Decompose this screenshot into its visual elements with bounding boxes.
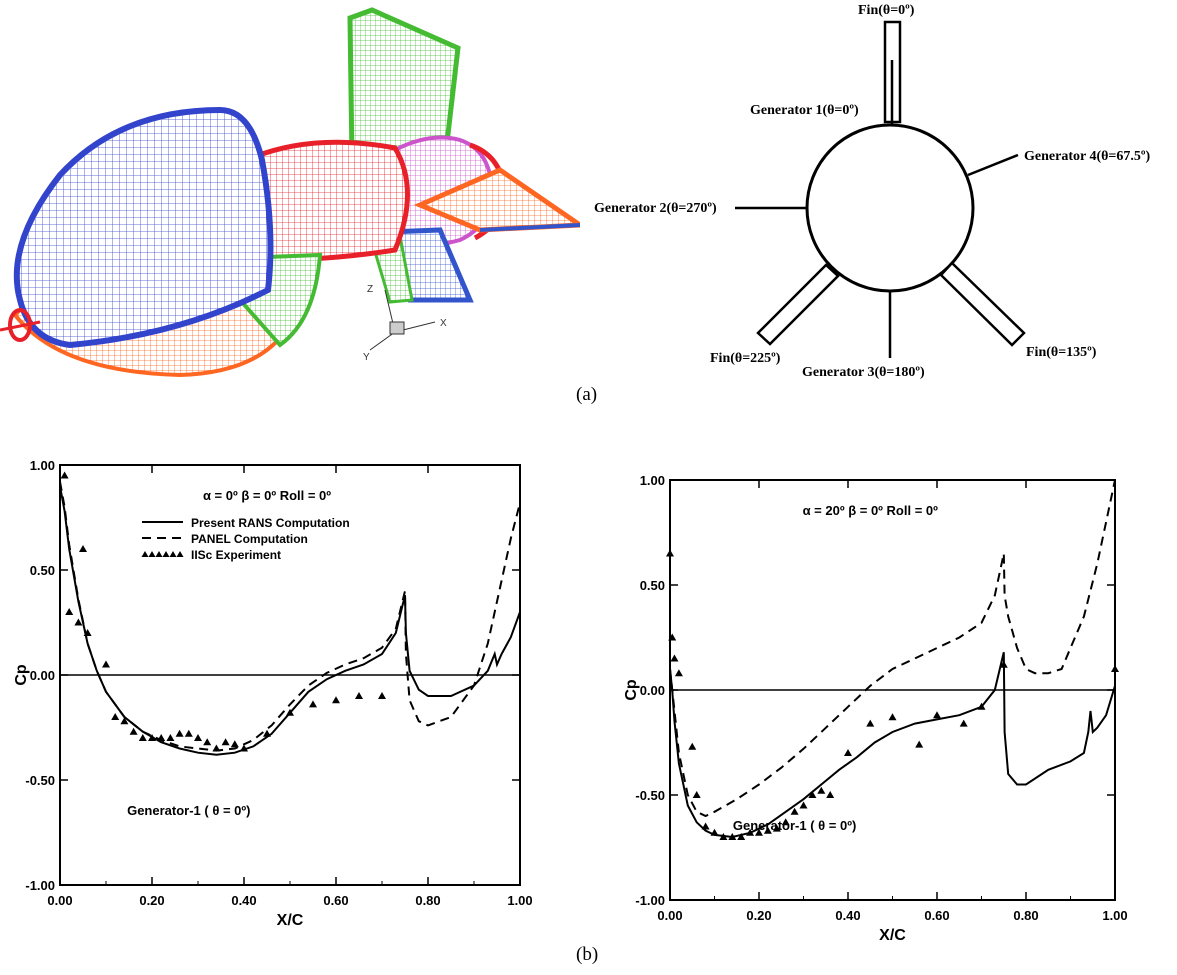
experiment-point <box>157 734 165 741</box>
experiment-point <box>203 738 211 745</box>
flow-condition-label: α = 20º β = 0º Roll = 0º <box>803 503 939 518</box>
x-axis-label: X/C <box>879 927 906 940</box>
legend-entry: IISc Experiment <box>191 548 281 562</box>
experiment-point <box>675 669 683 676</box>
experiment-point <box>102 661 110 668</box>
label-generator-2: Generator 2(θ=270º) <box>594 201 717 216</box>
generator-annotation: Generator-1 ( θ = 0º) <box>733 818 856 833</box>
rans-computation-line <box>670 652 1115 837</box>
experiment-point <box>332 696 340 703</box>
panel-computation-line <box>670 480 1115 816</box>
x-tick-label: 0.20 <box>139 893 164 908</box>
experiment-point <box>65 608 73 615</box>
surface-mesh-figure: Z Y X <box>0 0 580 380</box>
y-tick-label: -1.00 <box>635 893 665 908</box>
y-axis-label: Cp <box>623 679 640 701</box>
experiment-point <box>139 734 147 741</box>
y-axis-label: Cp <box>13 664 30 686</box>
experiment-point <box>263 730 271 737</box>
x-axis-label: X/C <box>277 912 304 929</box>
cp-plot-alpha-0: 0.00 0.20 0.40 0.60 0.80 1.00 1.00 0.50 0.00 -0.5… <box>0 440 580 940</box>
x-tick-label: 0.80 <box>1013 908 1038 923</box>
experiment-point <box>1111 665 1119 672</box>
legend-entry: PANEL Computation <box>191 532 308 546</box>
experiment-point <box>960 720 968 727</box>
y-tick-label: -0.50 <box>635 788 665 803</box>
label-fin-135: Fin(θ=135º) <box>1026 345 1097 360</box>
experiment-point <box>79 545 87 552</box>
x-tick-label: 0.40 <box>231 893 256 908</box>
caption-b: (b) <box>576 944 598 966</box>
legend-marker-sample <box>163 551 170 557</box>
experiment-point <box>309 700 317 707</box>
experiment-point <box>688 743 696 750</box>
x-tick-label: 0.00 <box>47 893 72 908</box>
caption-a: (a) <box>576 384 597 406</box>
experiment-point <box>231 740 239 747</box>
x-tick-label: 0.00 <box>657 908 682 923</box>
experiment-point <box>826 791 834 798</box>
label-fin-0: Fin(θ=0º) <box>858 3 915 18</box>
y-tick-label: 0.00 <box>640 683 665 698</box>
x-tick-label: 0.60 <box>924 908 949 923</box>
experiment-point <box>702 823 710 830</box>
x-tick-label: 0.20 <box>746 908 771 923</box>
legend-marker-sample <box>149 551 156 557</box>
legend-marker-sample <box>142 551 149 557</box>
y-tick-label: 0.00 <box>30 668 55 683</box>
experiment-point <box>222 738 230 745</box>
flow-condition-label: α = 0º β = 0º Roll = 0º <box>203 488 331 503</box>
fin-theta-135 <box>941 263 1024 345</box>
y-tick-label: 1.00 <box>30 458 55 473</box>
experiment-point <box>711 829 719 836</box>
legend-marker-sample <box>156 551 163 557</box>
experiment-point <box>194 734 202 741</box>
label-generator-4: Generator 4(θ=67.5º) <box>1024 149 1151 164</box>
experiment-point <box>866 720 874 727</box>
generator-4-line <box>968 155 1018 175</box>
x-tick-label: 0.60 <box>323 893 348 908</box>
experiment-point <box>933 711 941 718</box>
y-tick-label: -0.50 <box>25 773 55 788</box>
label-fin-225: Fin(θ=225º) <box>710 351 781 366</box>
experiment-point <box>130 728 138 735</box>
axis-label-z: Z <box>367 284 373 295</box>
label-generator-3: Generator 3(θ=180º) <box>802 365 925 380</box>
experiment-point <box>800 802 808 809</box>
experiment-point <box>378 692 386 699</box>
experiment-point <box>185 730 193 737</box>
y-tick-label: 0.50 <box>30 563 55 578</box>
experiment-point <box>355 692 363 699</box>
x-tick-label: 0.80 <box>415 893 440 908</box>
experiment-point <box>166 734 174 741</box>
legend-marker-sample <box>177 551 184 557</box>
fin-theta-225 <box>758 265 838 344</box>
x-tick-label: 0.40 <box>835 908 860 923</box>
legend-entry: Present RANS Computation <box>191 516 350 530</box>
experiment-point <box>61 472 69 479</box>
y-tick-label: 0.50 <box>640 578 665 593</box>
experiment-point <box>844 749 852 756</box>
generator-annotation: Generator-1 ( θ = 0º) <box>127 803 250 818</box>
experiment-point <box>111 713 119 720</box>
axis-label-y: Y <box>363 352 370 363</box>
x-tick-label: 1.00 <box>1102 908 1127 923</box>
y-tick-label: -1.00 <box>25 878 55 893</box>
experiment-point <box>915 741 923 748</box>
experiment-point <box>693 791 701 798</box>
cp-plot-alpha-20: 0.00 0.20 0.40 0.60 0.80 1.00 1.00 0.50 0.00 -0.5… <box>590 440 1177 940</box>
experiment-point <box>791 808 799 815</box>
experiment-point <box>889 713 897 720</box>
experiment-point <box>176 730 184 737</box>
experiment-point <box>212 745 220 752</box>
x-tick-label: 1.00 <box>507 893 532 908</box>
y-tick-label: 1.00 <box>640 473 665 488</box>
experiment-point <box>670 655 678 662</box>
experiment-point <box>74 619 82 626</box>
experiment-point <box>666 550 674 557</box>
legend-marker-sample <box>170 551 177 557</box>
axis-label-x: X <box>440 318 447 329</box>
cross-section-schematic: Fin(θ=0º) Generator 1(θ=0º) Generator 4(… <box>580 0 1177 380</box>
label-generator-1: Generator 1(θ=0º) <box>750 103 859 118</box>
